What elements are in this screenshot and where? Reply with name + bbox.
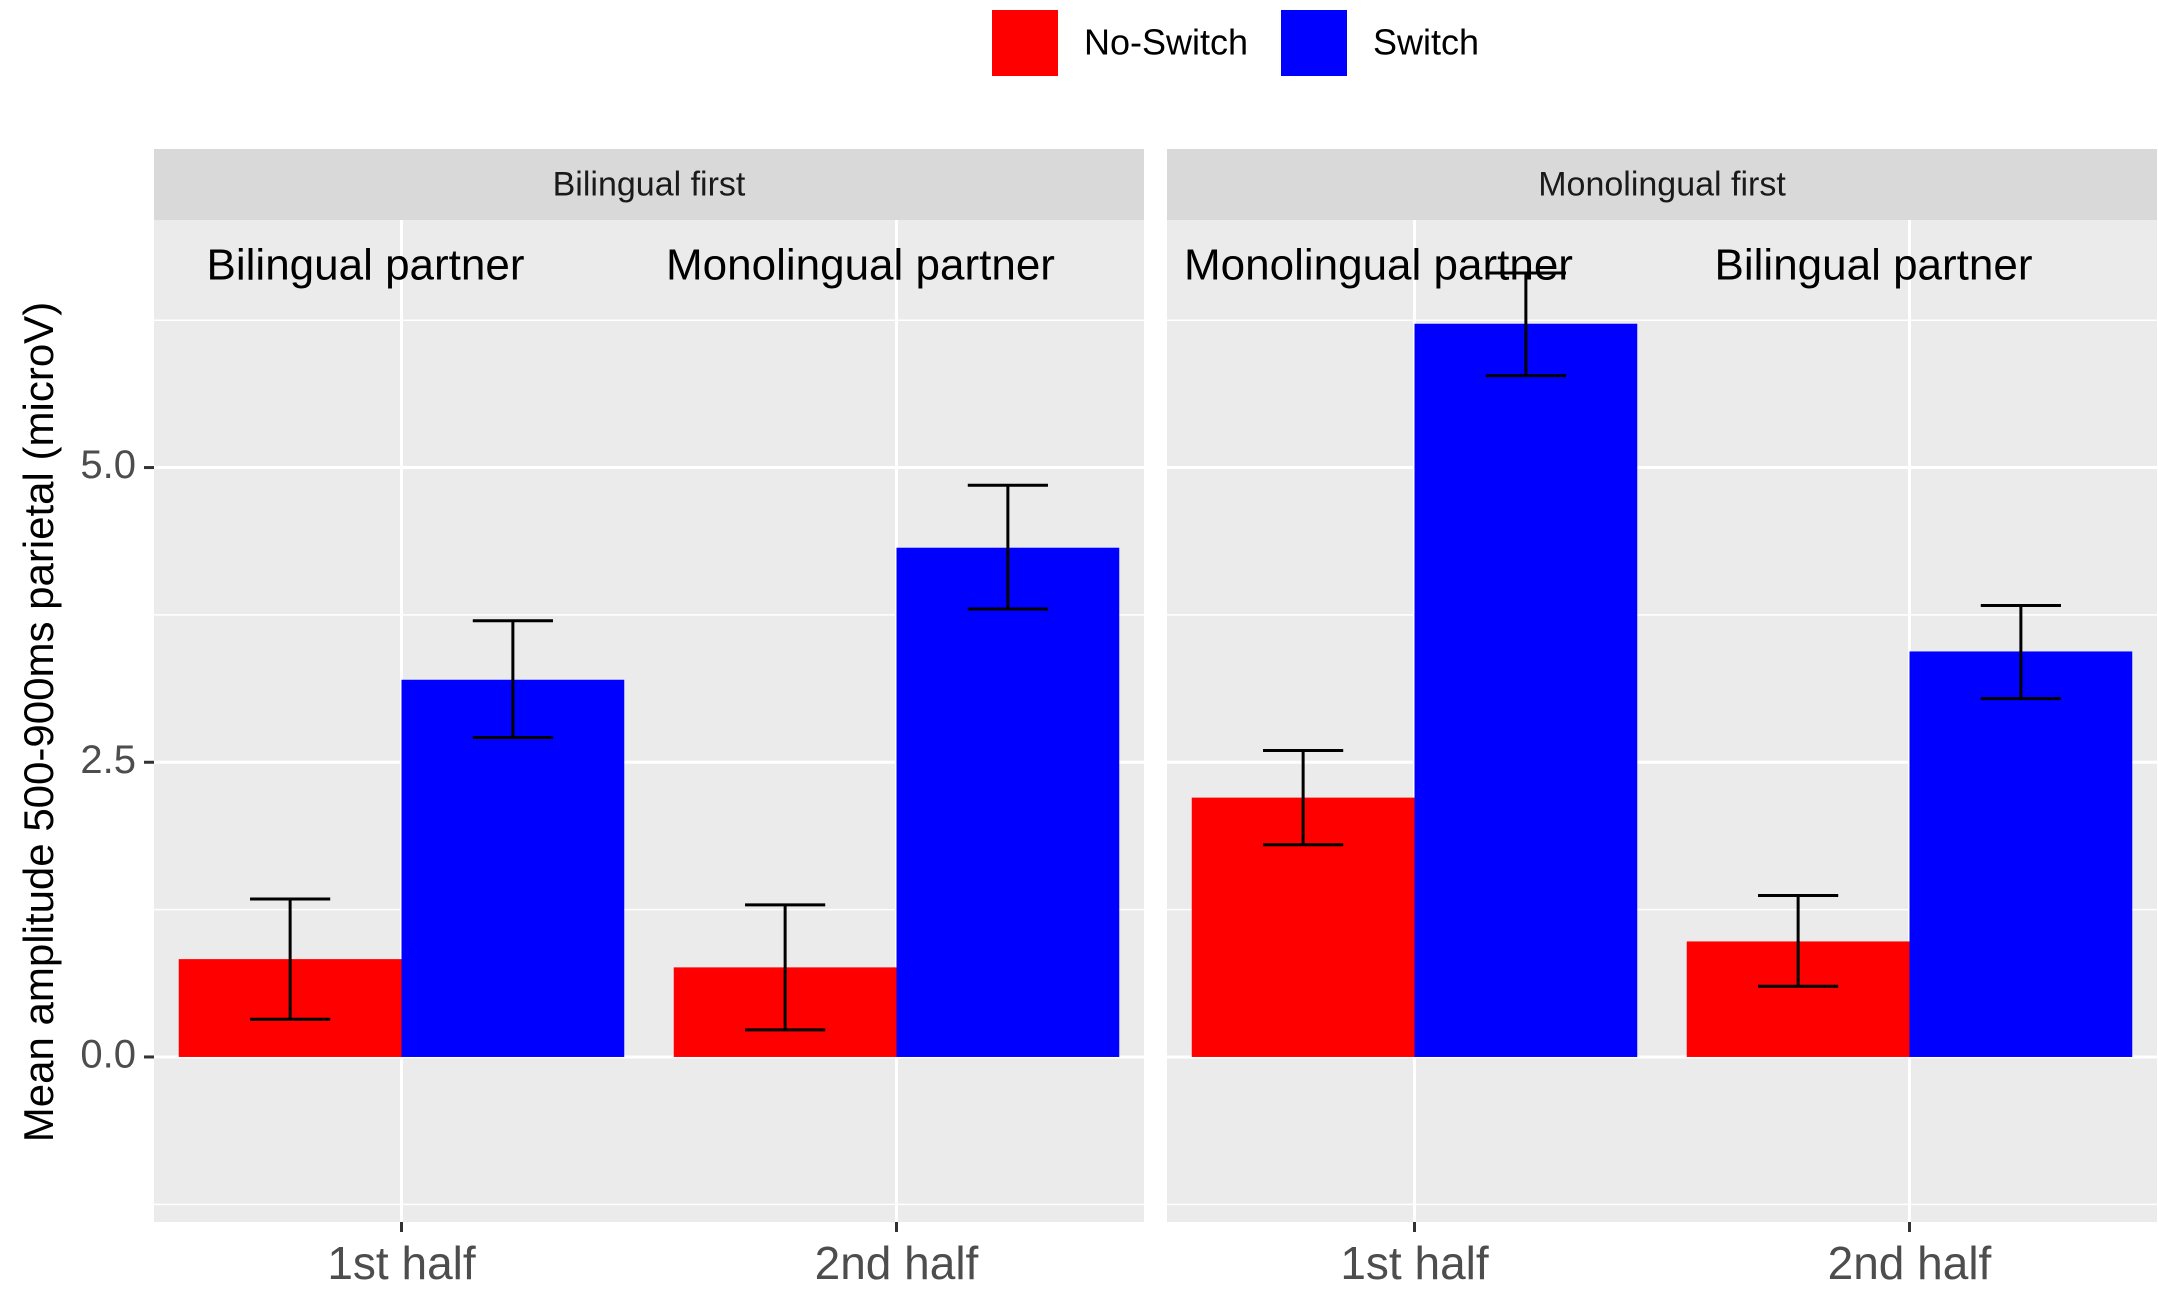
panel-1: Bilingual first Bilingual partner Monoling…	[154, 149, 1144, 1289]
panel-title: Bilingual first	[553, 165, 746, 203]
x-tick-label: 1st half	[327, 1237, 476, 1289]
y-tick-label: 5.0	[80, 443, 136, 487]
error-bar	[1980, 603, 2061, 701]
legend-label: No-Switch	[1084, 22, 1248, 63]
x-tick-label: 2nd half	[815, 1237, 979, 1289]
legend-key-switch	[1281, 10, 1347, 76]
error-bar	[1758, 893, 1839, 988]
partner-annotation: Bilingual partner	[207, 241, 525, 290]
panel-2: Monolingual first Monolingual partner Bili…	[1167, 149, 2157, 1289]
error-bar	[967, 483, 1048, 611]
bar-switch	[1414, 323, 1638, 1057]
partner-annotation: Monolingual partner	[666, 241, 1055, 290]
legend: No-Switch Switch	[992, 10, 1479, 76]
y-tick-label: 2.5	[80, 738, 136, 782]
bar-switch	[896, 547, 1120, 1057]
y-axis-label: Mean amplitude 500-900ms parietal (micro…	[15, 302, 62, 1142]
x-tick-label: 2nd half	[1828, 1237, 1992, 1289]
y-tick-label: 0.0	[80, 1033, 136, 1077]
partner-annotation: Monolingual partner	[1184, 241, 1573, 290]
error-bar	[250, 897, 331, 1021]
error-bar	[472, 619, 553, 740]
panel-strip	[154, 149, 1144, 220]
x-tick-label: 1st half	[1340, 1237, 1489, 1289]
legend-label: Switch	[1373, 22, 1479, 63]
bar-switch	[401, 679, 625, 1057]
error-bar	[1263, 748, 1344, 847]
panel-title: Monolingual first	[1538, 165, 1786, 203]
error-bar	[745, 903, 826, 1032]
panel-strip	[1167, 149, 2157, 220]
bar-switch	[1909, 651, 2133, 1057]
partner-annotation: Bilingual partner	[1715, 241, 2033, 290]
error-bar	[1485, 271, 1566, 378]
y-axis-ticks: 0.0 2.5 5.0	[80, 443, 154, 1077]
legend-key-no-switch	[992, 10, 1058, 76]
